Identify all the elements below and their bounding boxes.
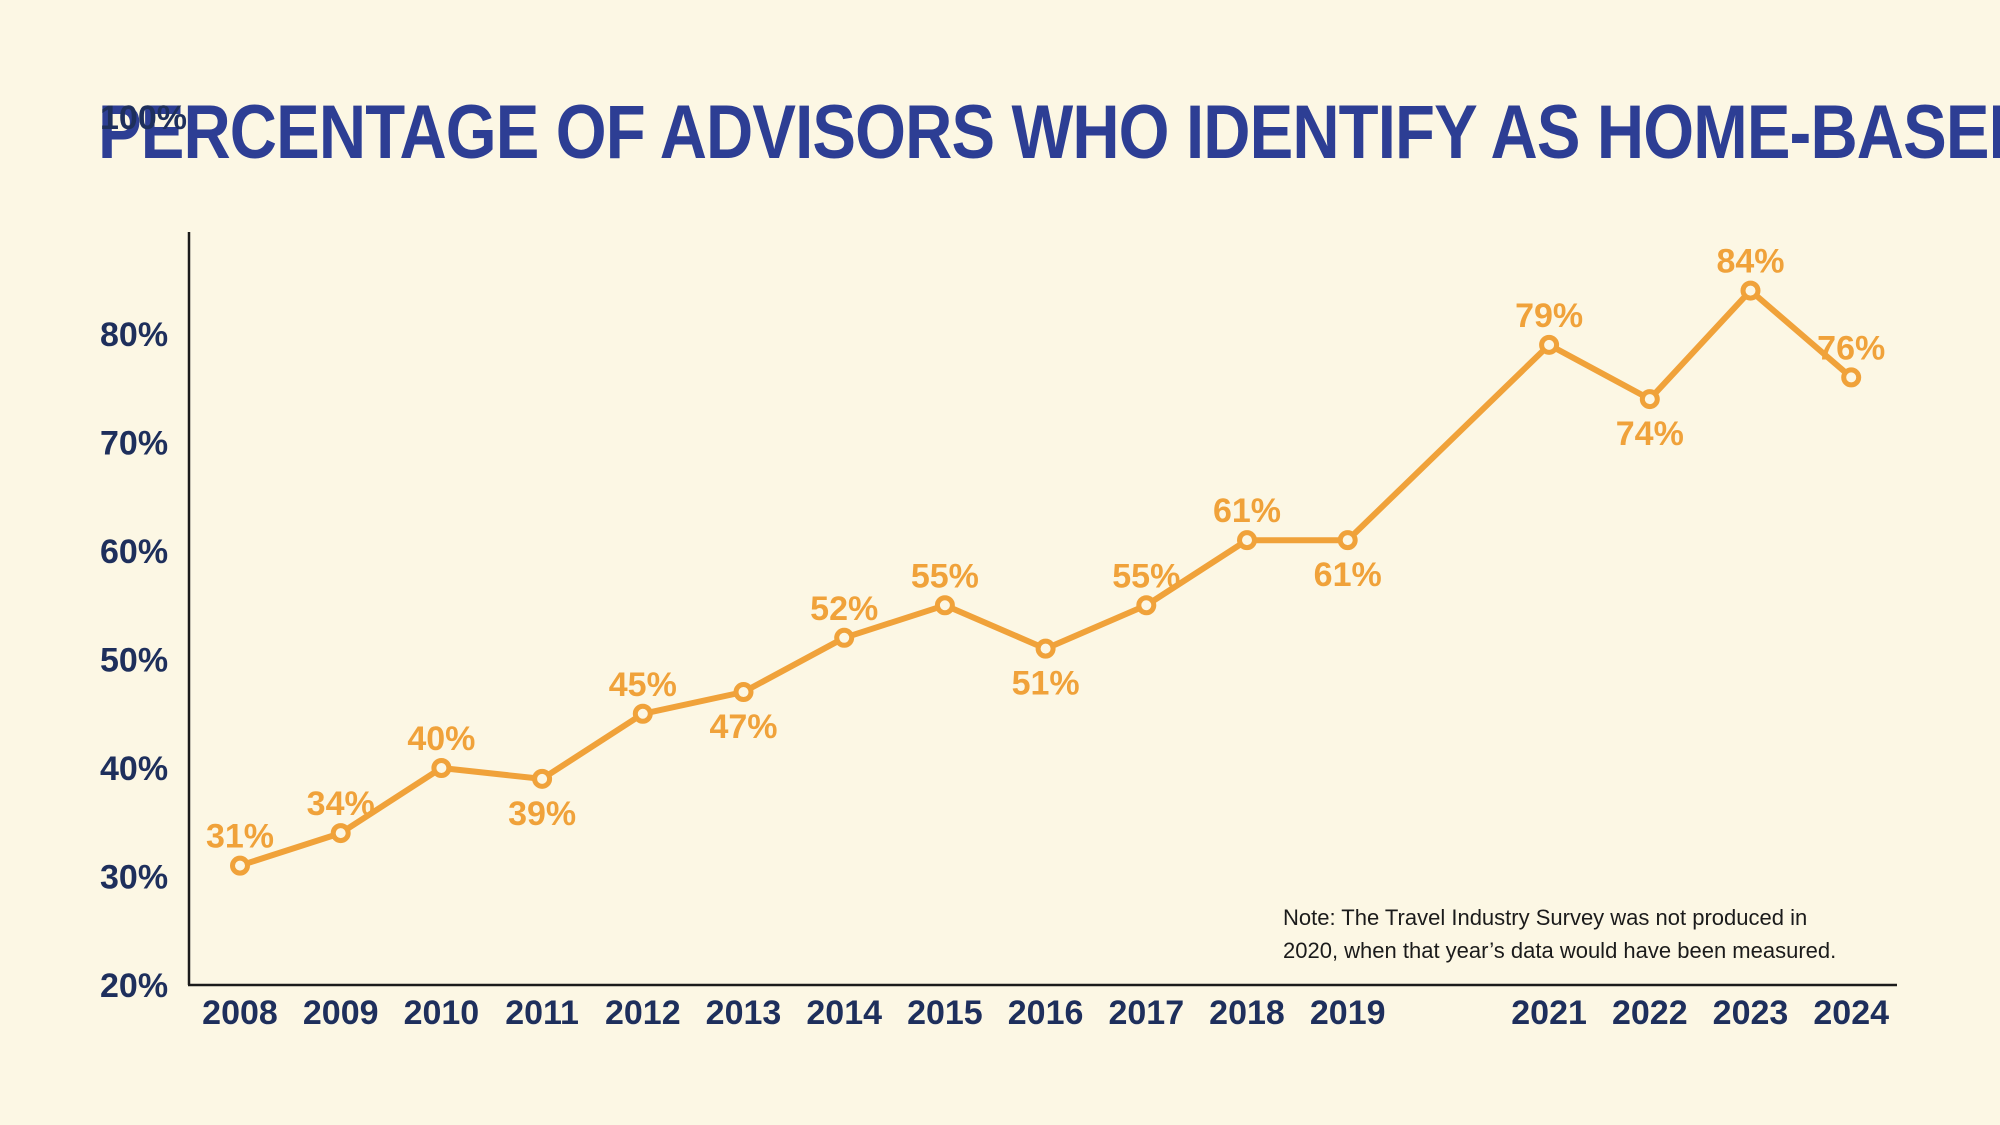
data-point xyxy=(230,855,250,876)
x-tick-label: 2023 xyxy=(1713,994,1789,1032)
data-label: 61% xyxy=(1213,492,1281,530)
axes xyxy=(187,232,1897,987)
chart-note: Note: The Travel Industry Survey was not… xyxy=(1283,905,1836,963)
x-tick-label: 2012 xyxy=(605,994,681,1032)
data-label: 79% xyxy=(1515,297,1583,335)
data-point xyxy=(1841,367,1862,388)
x-tick-label: 2024 xyxy=(1813,994,1889,1032)
y-tick-label: 30% xyxy=(100,859,168,897)
data-point xyxy=(834,627,855,648)
data-point xyxy=(934,595,955,616)
x-tick-label: 2021 xyxy=(1511,994,1587,1032)
data-point xyxy=(1740,280,1761,301)
data-labels: 31% 34% 40% 39% 45% 47% 52% 55% 51% 55% 61% 61% 79% 7… xyxy=(206,243,1885,856)
x-tick-label: 2009 xyxy=(303,994,379,1032)
data-point xyxy=(1337,530,1358,551)
data-point xyxy=(733,682,754,703)
series-line xyxy=(237,287,1855,869)
data-label: 74% xyxy=(1616,415,1684,453)
data-point xyxy=(1035,638,1056,659)
data-points xyxy=(230,280,1862,876)
data-label: 31% xyxy=(206,818,274,856)
y-tick-label: 60% xyxy=(100,533,168,571)
data-label: 39% xyxy=(508,795,576,833)
y-tick-label: 80% xyxy=(100,316,168,354)
data-label: 84% xyxy=(1716,243,1784,281)
data-point xyxy=(1639,389,1660,410)
data-label: 47% xyxy=(709,708,777,746)
x-tick-label: 2015 xyxy=(907,994,983,1032)
y-tick-label: 20% xyxy=(100,967,168,1005)
x-tick-label: 2014 xyxy=(806,994,882,1032)
y-tick-label: 50% xyxy=(100,642,168,680)
data-point xyxy=(1539,334,1560,355)
x-tick-label: 2010 xyxy=(404,994,480,1032)
x-tick-label: 2022 xyxy=(1612,994,1688,1032)
data-point xyxy=(330,823,351,844)
x-tick-label: 2011 xyxy=(505,994,579,1032)
data-label: 61% xyxy=(1314,556,1382,594)
data-label: 76% xyxy=(1817,329,1885,367)
x-tick-label: 2017 xyxy=(1108,994,1184,1032)
note-line-1: Note: The Travel Industry Survey was not… xyxy=(1283,905,1807,930)
data-label: 52% xyxy=(810,590,878,628)
data-label: 34% xyxy=(307,785,375,823)
data-label: 51% xyxy=(1012,665,1080,703)
x-tick-label: 2018 xyxy=(1209,994,1285,1032)
data-point xyxy=(632,703,653,724)
y-tick-labels: 20% 30% 40% 50% 60% 70% 80% 100% xyxy=(100,99,187,1005)
data-point xyxy=(1237,530,1257,551)
data-point xyxy=(532,768,553,789)
y-tick-label: 100% xyxy=(100,99,187,137)
data-label: 55% xyxy=(911,557,979,595)
chart-title: PERCENTAGE OF ADVISORS WHO IDENTIFY AS H… xyxy=(98,90,2000,175)
y-tick-label: 70% xyxy=(100,425,168,463)
x-tick-label: 2013 xyxy=(706,994,782,1032)
y-tick-label: 40% xyxy=(100,750,168,788)
x-tick-label: 2019 xyxy=(1310,994,1386,1032)
x-tick-labels: 2008 2009 2010 2011 2012 2013 2014 2015 2016 2017… xyxy=(202,994,1889,1032)
x-tick-label: 2008 xyxy=(202,994,278,1032)
data-label: 55% xyxy=(1112,557,1180,595)
x-tick-label: 2016 xyxy=(1008,994,1084,1032)
data-point xyxy=(1136,595,1157,616)
data-point xyxy=(431,758,452,778)
note-line-2: 2020, when that year’s data would have b… xyxy=(1283,938,1836,963)
data-label: 45% xyxy=(609,666,677,704)
data-label: 40% xyxy=(407,720,475,758)
